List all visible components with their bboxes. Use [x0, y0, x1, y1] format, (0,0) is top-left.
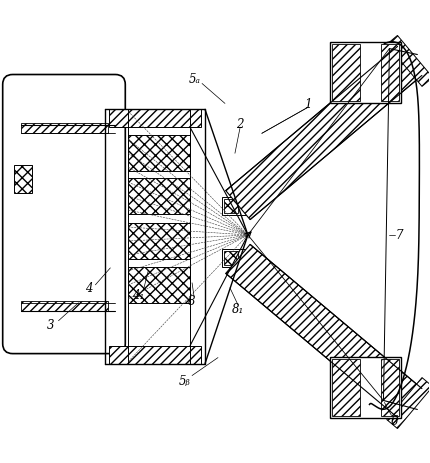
- Bar: [224, 200, 238, 213]
- Text: 8: 8: [188, 294, 196, 307]
- Bar: [332, 359, 359, 417]
- Bar: [128, 136, 190, 172]
- Bar: [109, 346, 201, 364]
- Bar: [332, 44, 359, 102]
- Polygon shape: [387, 378, 430, 429]
- Bar: [14, 166, 31, 194]
- Polygon shape: [226, 47, 422, 220]
- Bar: [128, 267, 190, 303]
- Bar: [21, 124, 108, 134]
- Bar: [128, 179, 190, 214]
- Text: 5ₐ: 5ₐ: [189, 73, 201, 86]
- Text: 4₁: 4₁: [132, 288, 144, 301]
- FancyBboxPatch shape: [3, 75, 125, 354]
- Bar: [222, 250, 252, 267]
- Bar: [109, 110, 201, 128]
- Bar: [330, 43, 401, 104]
- Text: 5ᵦ: 5ᵦ: [179, 374, 191, 387]
- Bar: [21, 301, 108, 311]
- Text: 4: 4: [85, 282, 92, 294]
- Polygon shape: [387, 37, 430, 87]
- Bar: [224, 251, 238, 265]
- Bar: [128, 224, 190, 259]
- Polygon shape: [226, 245, 422, 418]
- Text: 3: 3: [47, 319, 54, 332]
- Bar: [222, 198, 252, 216]
- Bar: [381, 359, 399, 417]
- Text: 2: 2: [236, 118, 244, 131]
- Text: 6: 6: [391, 414, 398, 427]
- Text: 8₁: 8₁: [232, 303, 244, 316]
- Bar: [330, 357, 401, 419]
- Text: 7: 7: [396, 229, 403, 242]
- Text: 1: 1: [304, 98, 311, 111]
- Bar: [381, 44, 399, 102]
